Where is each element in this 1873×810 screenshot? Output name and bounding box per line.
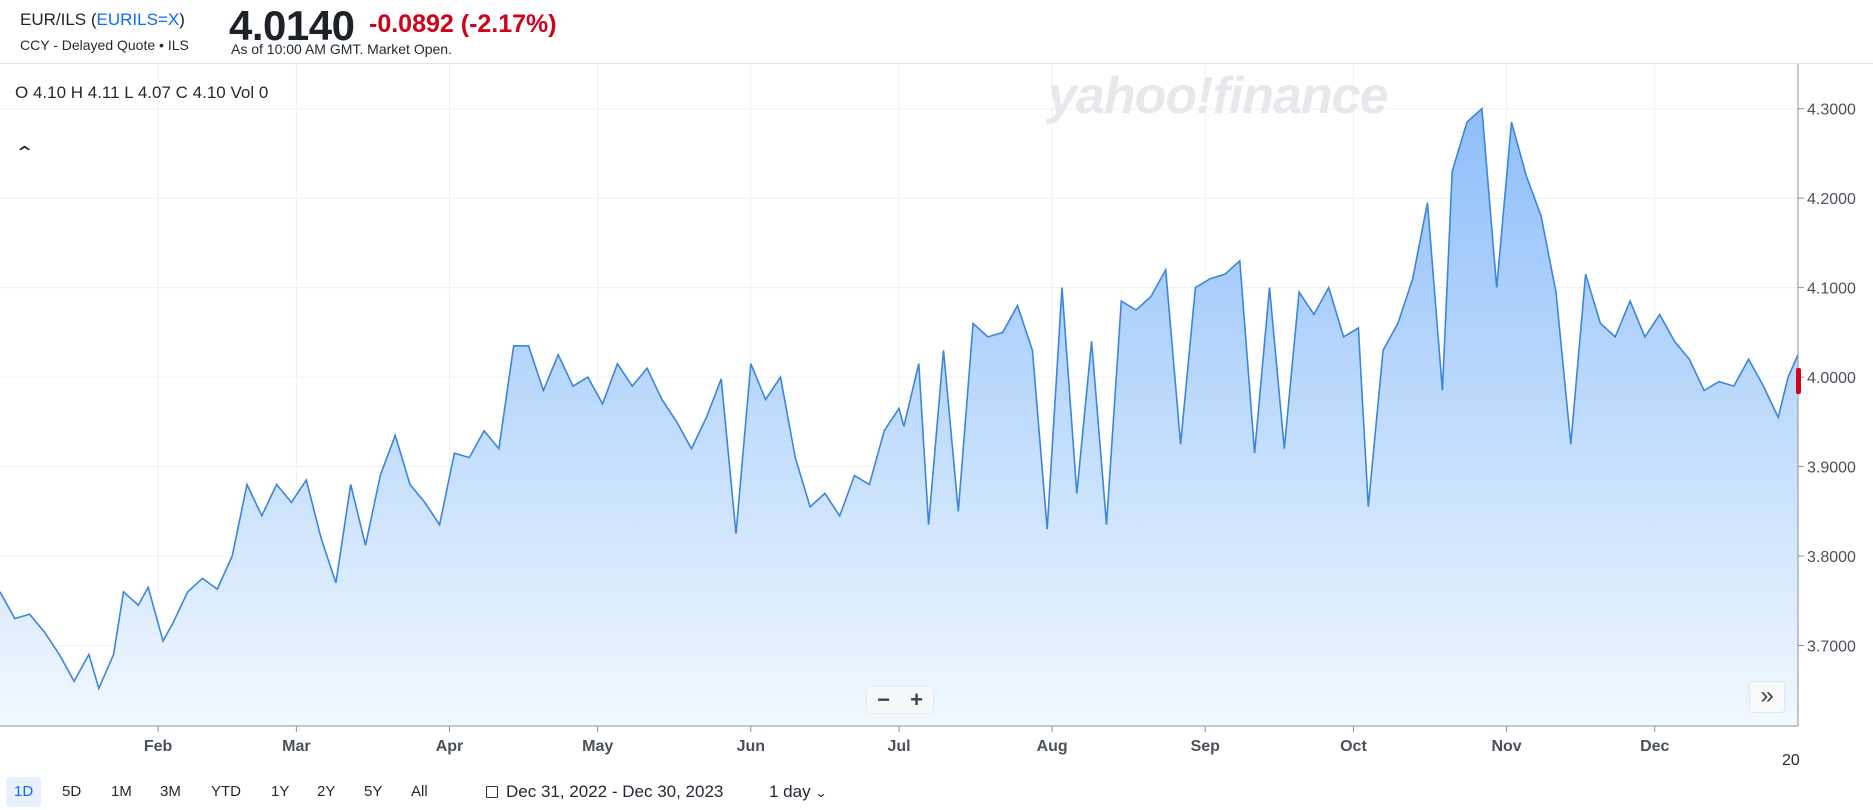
current-price-marker: [1796, 368, 1801, 394]
interval-dropdown[interactable]: 1 day ⌄: [769, 777, 828, 808]
ohlc-readout: O 4.10 H 4.11 L 4.07 C 4.10 Vol 0: [15, 83, 269, 102]
calendar-icon: [486, 786, 498, 798]
price-area-fill: [0, 108, 1798, 726]
price-line: [0, 107, 1799, 691]
x-tick-label: May: [582, 738, 613, 755]
x-axis-edge-label: 20: [1782, 752, 1800, 769]
x-tick-label: Oct: [1340, 738, 1367, 755]
range-button-5y[interactable]: 5Y: [364, 783, 383, 800]
as-of-timestamp: As of 10:00 AM GMT. Market Open.: [231, 41, 452, 57]
range-button-1y[interactable]: 1Y: [271, 783, 290, 800]
range-toolbar: 1D 5D 1M 3M YTD 1Y 2Y 5Y All Dec 31, 2022 - Dec …: [0, 775, 1873, 810]
range-button-3m[interactable]: 3M: [160, 783, 181, 800]
x-tick-label: Feb: [144, 738, 173, 755]
symbol-name: EUR/ILS (: [20, 10, 97, 29]
y-tick-label: 3.7000: [1807, 638, 1856, 655]
chevron-up-icon[interactable]: ⌃: [13, 143, 36, 163]
x-tick-label: Sep: [1191, 738, 1221, 755]
date-range-picker[interactable]: Dec 31, 2022 - Dec 30, 2023: [486, 777, 723, 807]
expand-chart-button[interactable]: »: [1749, 681, 1785, 713]
symbol-ticker-link[interactable]: EURILS=X: [96, 10, 180, 29]
symbol-close-paren: ): [179, 10, 185, 29]
y-axis: 3.7000 3.8000 3.9000 4.0000 4.1000 4.2000 4.30…: [1797, 64, 1856, 726]
range-button-2y[interactable]: 2Y: [317, 783, 336, 800]
zoom-out-button[interactable]: −: [877, 687, 890, 712]
x-tick-label: Jul: [887, 738, 910, 755]
symbol-title: EUR/ILS (EURILS=X): [20, 10, 185, 30]
zoom-controls: − +: [866, 686, 934, 714]
header-divider: [0, 63, 1873, 64]
change-percent: (-2.17%): [460, 10, 557, 38]
price-change: -0.0892 (-2.17%): [369, 10, 557, 39]
y-tick-label: 4.0000: [1807, 370, 1856, 387]
y-tick-label: 3.8000: [1807, 549, 1856, 566]
last-price: 4.0140: [229, 2, 355, 49]
change-value: -0.0892: [369, 10, 454, 38]
zoom-in-button[interactable]: +: [910, 687, 923, 712]
x-tick-label: Mar: [282, 738, 310, 755]
price-chart[interactable]: yahoo!finance 3.7000 3.8000 3.9000 4.0000 4.…: [0, 0, 1873, 775]
y-tick-label: 4.2000: [1807, 191, 1856, 208]
quote-subtitle: CCY - Delayed Quote • ILS: [20, 37, 189, 53]
chevron-down-icon: ⌄: [814, 786, 828, 800]
date-range-text: Dec 31, 2022 - Dec 30, 2023: [506, 782, 724, 801]
x-tick-label: Aug: [1037, 738, 1068, 755]
x-tick-label: Dec: [1640, 738, 1669, 755]
range-button-ytd[interactable]: YTD: [211, 783, 241, 800]
range-button-1m[interactable]: 1M: [111, 783, 132, 800]
x-tick-label: Apr: [436, 738, 464, 755]
x-tick-label: Jun: [737, 738, 765, 755]
range-button-1d[interactable]: 1D: [6, 777, 42, 807]
y-tick-label: 4.3000: [1807, 102, 1856, 119]
y-tick-label: 4.1000: [1807, 281, 1856, 298]
range-button-5d[interactable]: 5D: [62, 783, 82, 800]
x-axis: Feb Mar Apr May Jun Jul Aug Sep Oct Nov Dec: [0, 725, 1798, 755]
y-tick-label: 3.9000: [1807, 460, 1856, 477]
range-button-all[interactable]: All: [411, 783, 428, 800]
x-tick-label: Nov: [1491, 738, 1521, 755]
yahoo-finance-watermark: yahoo!finance: [1045, 67, 1388, 125]
interval-text: 1 day: [769, 782, 811, 801]
quote-header: EUR/ILS (EURILS=X) CCY - Delayed Quote •…: [0, 0, 1873, 64]
